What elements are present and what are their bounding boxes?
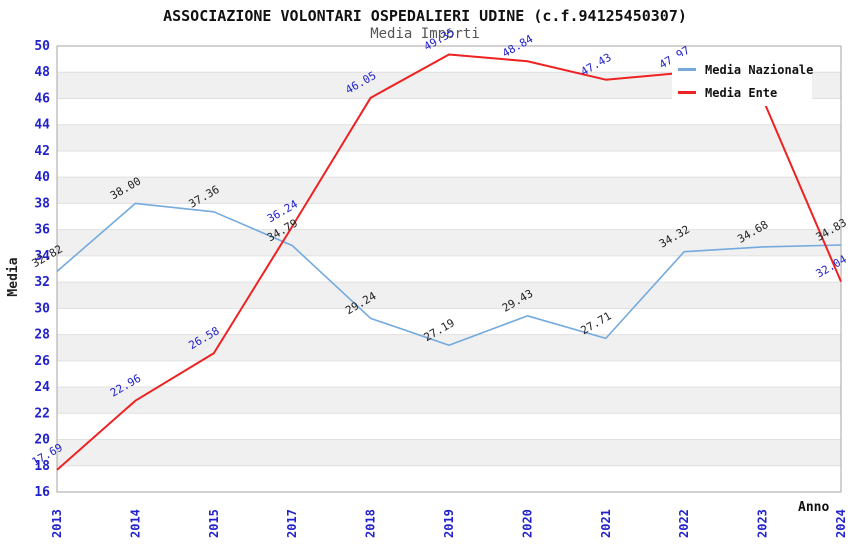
x-tick-label: 2015 bbox=[207, 509, 221, 538]
plot-band bbox=[57, 308, 841, 335]
x-tick-label: 2020 bbox=[520, 509, 534, 538]
y-tick-label: 16 bbox=[34, 485, 50, 500]
legend-swatch bbox=[678, 91, 696, 94]
plot-band bbox=[57, 282, 841, 309]
legend: Media Nazionale Media Ente bbox=[672, 56, 814, 106]
chart-title: ASSOCIAZIONE VOLONTARI OSPEDALIERI UDINE… bbox=[163, 7, 687, 25]
plot-band bbox=[57, 255, 841, 283]
x-tick-label: 2021 bbox=[599, 509, 613, 538]
x-tick-label: 2013 bbox=[50, 509, 64, 538]
plot-band bbox=[57, 124, 841, 151]
legend-item: Media Nazionale bbox=[678, 62, 814, 77]
x-tick-label: 2018 bbox=[364, 509, 378, 538]
x-tick-label: 2017 bbox=[285, 509, 299, 538]
plot-band bbox=[57, 413, 841, 440]
y-tick-label: 36 bbox=[34, 223, 50, 238]
y-tick-label: 50 bbox=[34, 39, 50, 54]
y-tick-label: 48 bbox=[34, 65, 50, 80]
y-tick-label: 40 bbox=[34, 170, 50, 185]
y-tick-label: 30 bbox=[34, 301, 50, 316]
y-tick-label: 28 bbox=[34, 328, 50, 343]
plot-band bbox=[57, 465, 841, 492]
x-axis-title: Anno bbox=[798, 500, 830, 515]
y-tick-label: 22 bbox=[34, 406, 50, 421]
x-tick-label: 2019 bbox=[442, 509, 456, 538]
legend-label: Media Nazionale bbox=[705, 62, 814, 77]
plot-band bbox=[57, 439, 841, 466]
legend-item: Media Ente bbox=[678, 86, 812, 100]
y-tick-label: 32 bbox=[34, 275, 50, 290]
y-tick-label: 20 bbox=[34, 433, 50, 448]
x-tick-label: 2024 bbox=[834, 509, 848, 538]
plot-band bbox=[57, 177, 841, 204]
plot-band bbox=[57, 150, 841, 178]
legend-label: Media Ente bbox=[705, 85, 778, 100]
y-tick-label: 42 bbox=[34, 144, 50, 159]
plot-band bbox=[57, 334, 841, 361]
plot-band bbox=[57, 387, 841, 414]
series-line-media-nazionale bbox=[56, 202, 842, 347]
y-tick-label: 34 bbox=[34, 249, 50, 264]
y-tick-label: 44 bbox=[34, 118, 50, 133]
y-tick-label: 18 bbox=[34, 459, 50, 474]
plot-band bbox=[57, 203, 841, 230]
x-tick-label: 2022 bbox=[677, 509, 691, 538]
legend-swatch bbox=[678, 68, 696, 71]
y-tick-label: 24 bbox=[34, 380, 50, 395]
plot-border bbox=[56, 45, 842, 493]
x-tick-label: 2023 bbox=[756, 509, 770, 538]
y-tick-label: 38 bbox=[34, 196, 50, 211]
chart-subtitle: Media Importi bbox=[370, 26, 480, 42]
y-tick-label: 26 bbox=[34, 354, 50, 369]
plot-band bbox=[57, 229, 841, 256]
y-tick-label: 46 bbox=[34, 91, 50, 106]
x-tick-label: 2014 bbox=[128, 509, 142, 538]
plot-band bbox=[57, 360, 841, 388]
